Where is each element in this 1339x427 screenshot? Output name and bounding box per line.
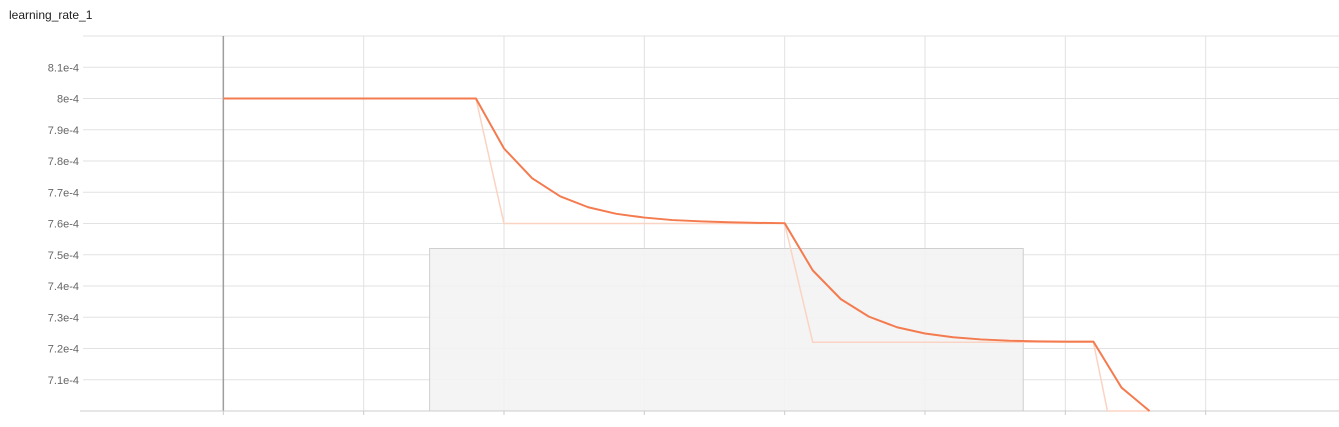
y-tick-label: 8e-4: [57, 94, 79, 106]
y-tick-label: 7.9e-4: [48, 125, 79, 137]
y-tick-label: 7.5e-4: [48, 250, 79, 262]
smoothed-series-line: [223, 97, 1151, 412]
series-layer: [223, 97, 1151, 412]
highlight-box: [429, 248, 1024, 412]
y-tick-label: 7.3e-4: [48, 312, 79, 324]
y-tick-label: 7.1e-4: [48, 375, 79, 387]
chart-title: learning_rate_1: [9, 8, 93, 22]
y-tick-label: 7.4e-4: [48, 281, 79, 293]
y-tick-label: 7.2e-4: [48, 344, 79, 356]
y-tick-label: 7.7e-4: [48, 187, 79, 199]
raw-series-line: [223, 97, 1150, 412]
y-tick-label: 7.8e-4: [48, 156, 79, 168]
y-tick-label: 7.6e-4: [48, 219, 79, 231]
y-tick-label: 8.1e-4: [48, 62, 79, 74]
